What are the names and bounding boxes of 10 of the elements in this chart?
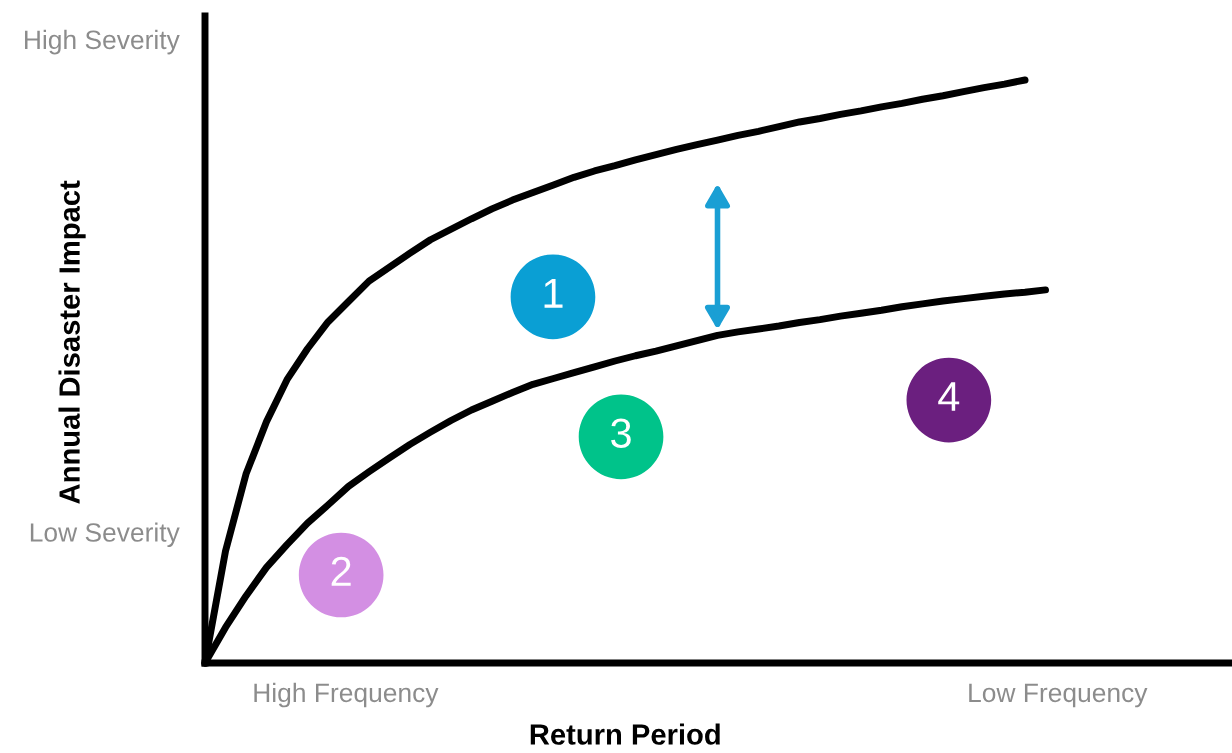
text: Low Severity xyxy=(30,522,180,548)
annotation: 4 xyxy=(938,382,960,411)
annotation: 1 xyxy=(544,278,563,308)
text: Low Frequency xyxy=(969,683,1148,708)
y-axis-title: Annual Disaster Impact xyxy=(58,180,86,504)
x-axis-title: Return Period xyxy=(530,723,720,745)
annotation: 3 xyxy=(611,418,631,448)
annotation: 2 xyxy=(331,556,351,586)
text: High Frequency xyxy=(254,682,439,708)
text: High Severity xyxy=(25,29,180,55)
